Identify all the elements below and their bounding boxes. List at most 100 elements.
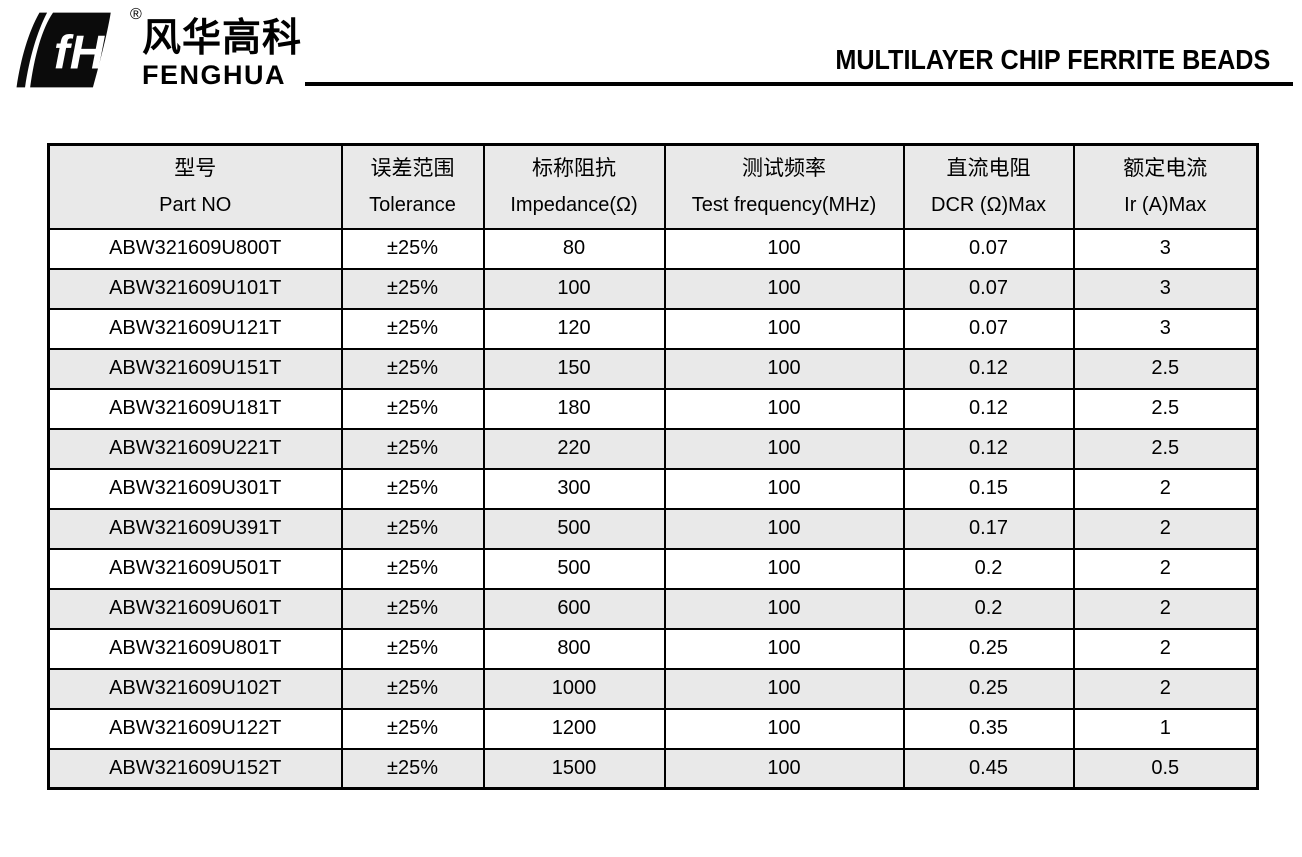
col-test-frequency: 测试频率 Test frequency(MHz) — [663, 143, 905, 230]
cell-part-no: ABW321609U501T — [47, 547, 343, 590]
cell-test-frequency: 100 — [663, 587, 905, 630]
cell-part-no: ABW321609U301T — [47, 467, 343, 510]
cell-tolerance: ±25% — [340, 427, 485, 470]
cell-impedance: 300 — [482, 467, 666, 510]
cell-impedance: 500 — [482, 547, 666, 590]
table-row: ABW321609U801T ±25% 800 100 0.25 2 — [47, 627, 1259, 670]
cell-ir: 2.5 — [1072, 387, 1259, 430]
cell-part-no: ABW321609U152T — [47, 747, 343, 790]
cell-impedance: 80 — [482, 227, 666, 270]
cell-part-no: ABW321609U800T — [47, 227, 343, 270]
cell-impedance: 1000 — [482, 667, 666, 710]
cell-tolerance: ±25% — [340, 227, 485, 270]
cell-dcr: 0.45 — [902, 747, 1075, 790]
cell-part-no: ABW321609U221T — [47, 427, 343, 470]
table-row: ABW321609U800T ±25% 80 100 0.07 3 — [47, 227, 1259, 270]
col-rated-current: 额定电流 Ir (A)Max — [1072, 143, 1259, 230]
col-part-no: 型号 Part NO — [47, 143, 343, 230]
cell-tolerance: ±25% — [340, 747, 485, 790]
col-part-no-en: Part NO — [159, 194, 232, 217]
cell-ir: 2 — [1072, 467, 1259, 510]
cell-tolerance: ±25% — [340, 587, 485, 630]
col-test-frequency-cn: 测试频率 — [742, 157, 826, 181]
table-row: ABW321609U391T ±25% 500 100 0.17 2 — [47, 507, 1259, 550]
cell-test-frequency: 100 — [663, 747, 905, 790]
cell-dcr: 0.12 — [902, 387, 1075, 430]
col-part-no-cn: 型号 — [174, 157, 217, 181]
brand-name-cn: 风华高科 — [142, 17, 303, 60]
cell-impedance: 600 — [482, 587, 666, 630]
cell-test-frequency: 100 — [663, 547, 905, 590]
cell-impedance: 150 — [482, 347, 666, 390]
cell-tolerance: ±25% — [340, 707, 485, 750]
table-row: ABW321609U151T ±25% 150 100 0.12 2.5 — [47, 347, 1259, 390]
cell-ir: 2 — [1072, 667, 1259, 710]
cell-tolerance: ±25% — [340, 347, 485, 390]
cell-part-no: ABW321609U122T — [47, 707, 343, 750]
table-body: ABW321609U800T ±25% 80 100 0.07 3 ABW321609U1… — [47, 227, 1259, 790]
cell-test-frequency: 100 — [663, 667, 905, 710]
svg-text:fH: fH — [54, 27, 106, 80]
cell-test-frequency: 100 — [663, 387, 905, 430]
cell-part-no: ABW321609U102T — [47, 667, 343, 710]
cell-part-no: ABW321609U151T — [47, 347, 343, 390]
cell-dcr: 0.12 — [902, 427, 1075, 470]
table-row: ABW321609U501T ±25% 500 100 0.2 2 — [47, 547, 1259, 590]
cell-ir: 2.5 — [1072, 427, 1259, 470]
cell-ir: 2 — [1072, 547, 1259, 590]
cell-part-no: ABW321609U391T — [47, 507, 343, 550]
cell-part-no: ABW321609U181T — [47, 387, 343, 430]
cell-tolerance: ±25% — [340, 547, 485, 590]
cell-dcr: 0.2 — [902, 587, 1075, 630]
col-dcr: 直流电阻 DCR (Ω)Max — [902, 143, 1075, 230]
col-rated-current-cn: 额定电流 — [1123, 157, 1208, 181]
cell-part-no: ABW321609U121T — [47, 307, 343, 350]
cell-ir: 0.5 — [1072, 747, 1259, 790]
cell-dcr: 0.2 — [902, 547, 1075, 590]
table-row: ABW321609U102T ±25% 1000 100 0.25 2 — [47, 667, 1259, 710]
table-row: ABW321609U221T ±25% 220 100 0.12 2.5 — [47, 427, 1259, 470]
table-row: ABW321609U601T ±25% 600 100 0.2 2 — [47, 587, 1259, 630]
col-dcr-en: DCR (Ω)Max — [931, 194, 1046, 217]
cell-dcr: 0.25 — [902, 667, 1075, 710]
cell-dcr: 0.25 — [902, 627, 1075, 670]
cell-dcr: 0.35 — [902, 707, 1075, 750]
col-tolerance-cn: 误差范围 — [370, 157, 455, 181]
col-test-frequency-en: Test frequency(MHz) — [691, 194, 877, 217]
col-impedance: 标称阻抗 Impedance(Ω) — [482, 143, 666, 230]
cell-impedance: 220 — [482, 427, 666, 470]
cell-tolerance: ±25% — [340, 507, 485, 550]
cell-tolerance: ±25% — [340, 267, 485, 310]
cell-dcr: 0.15 — [902, 467, 1075, 510]
table-row: ABW321609U101T ±25% 100 100 0.07 3 — [47, 267, 1259, 310]
table-row: ABW321609U121T ±25% 120 100 0.07 3 — [47, 307, 1259, 350]
cell-ir: 3 — [1072, 307, 1259, 350]
fenghua-logo-icon: fH — [16, 12, 111, 88]
cell-part-no: ABW321609U101T — [47, 267, 343, 310]
spec-table: 型号 Part NO 误差范围 Tolerance 标称阻抗 Impedance… — [47, 143, 1259, 790]
table-row: ABW321609U122T ±25% 1200 100 0.35 1 — [47, 707, 1259, 750]
cell-tolerance: ±25% — [340, 467, 485, 510]
col-tolerance-en: Tolerance — [369, 194, 456, 217]
header-rule — [305, 82, 1293, 86]
cell-part-no: ABW321609U601T — [47, 587, 343, 630]
cell-tolerance: ±25% — [340, 307, 485, 350]
cell-ir: 2.5 — [1072, 347, 1259, 390]
cell-ir: 2 — [1072, 587, 1259, 630]
registered-trademark-symbol: ® — [130, 6, 142, 23]
cell-ir: 3 — [1072, 227, 1259, 270]
cell-dcr: 0.07 — [902, 267, 1075, 310]
cell-impedance: 100 — [482, 267, 666, 310]
cell-ir: 1 — [1072, 707, 1259, 750]
table-row: ABW321609U152T ±25% 1500 100 0.45 0.5 — [47, 747, 1259, 790]
col-dcr-cn: 直流电阻 — [946, 157, 1031, 181]
cell-ir: 2 — [1072, 627, 1259, 670]
cell-dcr: 0.12 — [902, 347, 1075, 390]
cell-test-frequency: 100 — [663, 347, 905, 390]
cell-impedance: 500 — [482, 507, 666, 550]
cell-test-frequency: 100 — [663, 427, 905, 470]
cell-test-frequency: 100 — [663, 467, 905, 510]
brand-name-en: FENGHUA — [142, 59, 286, 90]
cell-part-no: ABW321609U801T — [47, 627, 343, 670]
